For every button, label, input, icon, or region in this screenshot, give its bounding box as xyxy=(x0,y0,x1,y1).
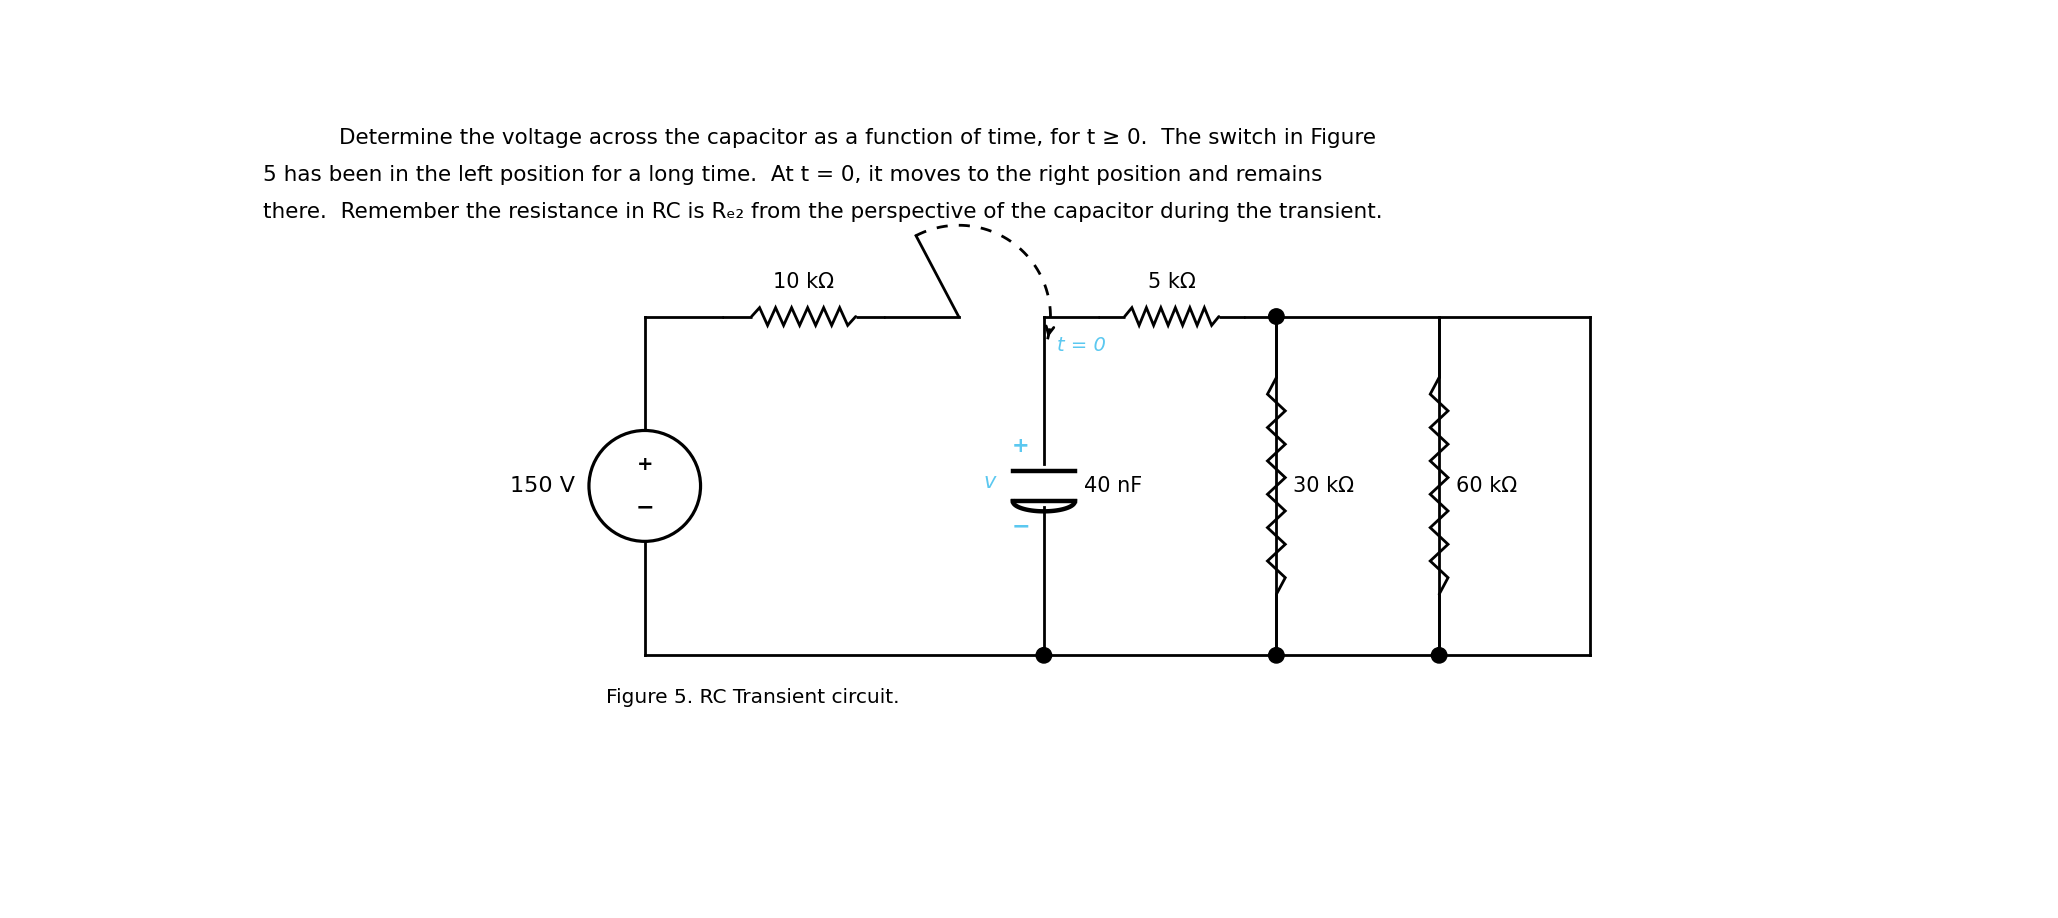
Text: −: − xyxy=(1010,516,1029,536)
Text: +: + xyxy=(1013,436,1029,456)
Text: +: + xyxy=(636,455,652,475)
Text: 5 kΩ: 5 kΩ xyxy=(1148,272,1196,292)
Text: 150 V: 150 V xyxy=(510,476,574,496)
Circle shape xyxy=(1035,647,1052,663)
Text: −: − xyxy=(636,497,654,517)
Text: v: v xyxy=(984,472,996,492)
Text: Figure 5. RC Transient circuit.: Figure 5. RC Transient circuit. xyxy=(605,688,899,707)
Text: 5 has been in the left position for a long time.  At t = 0, it moves to the righ: 5 has been in the left position for a lo… xyxy=(263,165,1323,185)
Text: there.  Remember the resistance in RC is Rₑ₂ from the perspective of the capacit: there. Remember the resistance in RC is … xyxy=(263,202,1383,222)
Text: 60 kΩ: 60 kΩ xyxy=(1457,476,1517,496)
Text: 40 nF: 40 nF xyxy=(1085,476,1142,496)
Text: 10 kΩ: 10 kΩ xyxy=(774,272,833,292)
Text: 30 kΩ: 30 kΩ xyxy=(1292,476,1354,496)
Text: t = 0: t = 0 xyxy=(1056,336,1105,355)
Circle shape xyxy=(1432,647,1447,663)
Text: Determine the voltage across the capacitor as a function of time, for t ≥ 0.  Th: Determine the voltage across the capacit… xyxy=(340,128,1375,148)
Circle shape xyxy=(1268,308,1284,324)
Circle shape xyxy=(1268,647,1284,663)
